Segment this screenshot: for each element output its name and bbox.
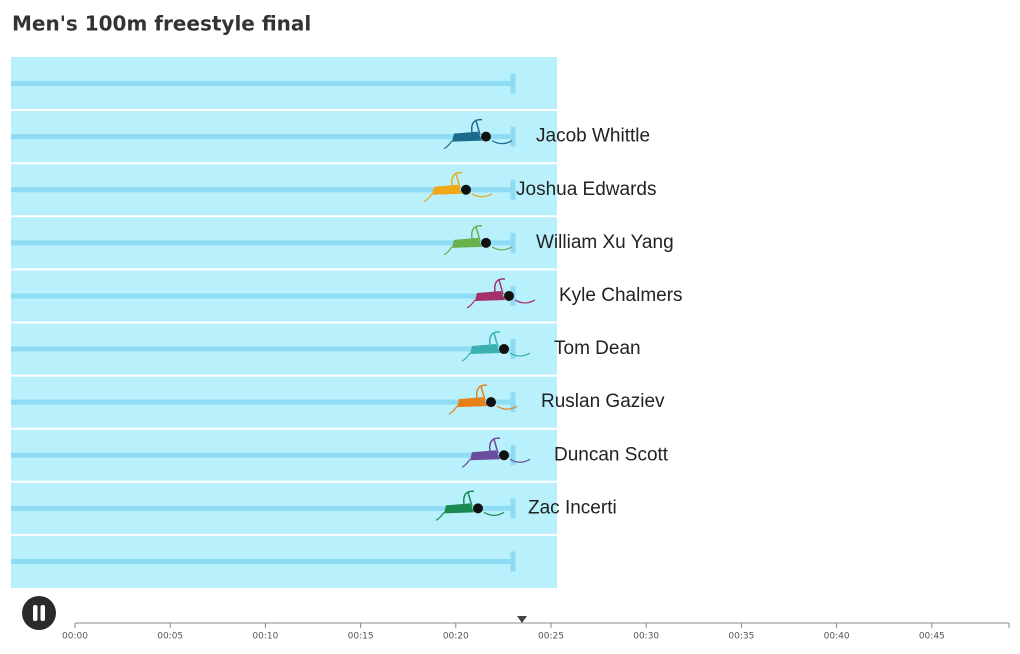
pause-button[interactable] <box>22 596 56 630</box>
time-marker[interactable] <box>517 616 527 623</box>
swimmer <box>461 437 531 468</box>
swimmer-arm <box>462 490 475 507</box>
timeline-label: 00:40 <box>824 632 850 642</box>
swimmer-arm <box>488 331 501 348</box>
swimmer-body <box>470 450 500 461</box>
swimmer-head <box>473 503 483 514</box>
swimmer <box>466 278 536 309</box>
swimmer-body <box>452 131 482 142</box>
swimmer-body <box>475 290 505 301</box>
timeline-label: 00:00 <box>62 632 88 642</box>
swimmer-name: Joshua Edwards <box>516 179 656 200</box>
swimmer <box>443 225 513 256</box>
swimmer-head <box>461 184 471 195</box>
swimmer-legs <box>443 140 513 150</box>
swimmer-head <box>499 344 509 355</box>
swimmer-legs <box>466 299 536 309</box>
swimmer <box>423 171 493 203</box>
timeline-label: 00:35 <box>728 632 754 642</box>
timeline-label: 00:25 <box>538 632 564 642</box>
swimmer-legs <box>443 246 513 256</box>
swimmer-arm <box>470 118 483 135</box>
swimmer <box>443 118 513 150</box>
swimmer-head <box>486 397 496 408</box>
swimmer-head <box>481 131 491 142</box>
timeline-label: 00:10 <box>252 632 278 642</box>
swimmer-body <box>470 344 500 355</box>
timeline-label: 00:15 <box>348 632 374 642</box>
swimmer-arm <box>475 384 488 401</box>
swimmer-arm <box>470 225 483 242</box>
timeline-label: 00:20 <box>443 632 469 642</box>
timeline-label: 00:05 <box>157 632 183 642</box>
swimmer-legs <box>448 405 518 415</box>
swimmer-name: William Xu Yang <box>536 232 674 253</box>
swimmer-body <box>457 397 487 408</box>
swimmer-name: Duncan Scott <box>554 444 669 465</box>
swimmer-legs <box>461 458 531 468</box>
swimmer <box>448 384 518 415</box>
swimmer-name: Kyle Chalmers <box>559 285 683 306</box>
swimmer-arm <box>450 171 463 188</box>
swimmer-name: Ruslan Gaziev <box>541 391 665 412</box>
swimmer-legs <box>435 511 505 521</box>
swimmer-head <box>481 237 491 248</box>
timeline-label: 00:30 <box>633 632 659 642</box>
swimmer-arm <box>488 437 501 454</box>
swimmer-name: Tom Dean <box>554 338 641 359</box>
swimmer-body <box>432 184 462 195</box>
swimmer-head <box>504 290 514 301</box>
swimmer-name: Zac Incerti <box>528 497 617 518</box>
timeline-label: 00:45 <box>919 632 945 642</box>
title: Men's 100m freestyle final <box>12 12 311 36</box>
swimmer-arm <box>493 278 506 295</box>
swimmer-body <box>452 237 482 248</box>
swimmer-head <box>499 450 509 461</box>
swimmer-legs <box>423 193 493 203</box>
swimmer <box>435 490 505 521</box>
swimmer <box>461 331 531 362</box>
swimmer-legs <box>461 352 531 362</box>
swimmer-body <box>444 503 474 514</box>
swimmer-name: Jacob Whittle <box>536 126 650 147</box>
